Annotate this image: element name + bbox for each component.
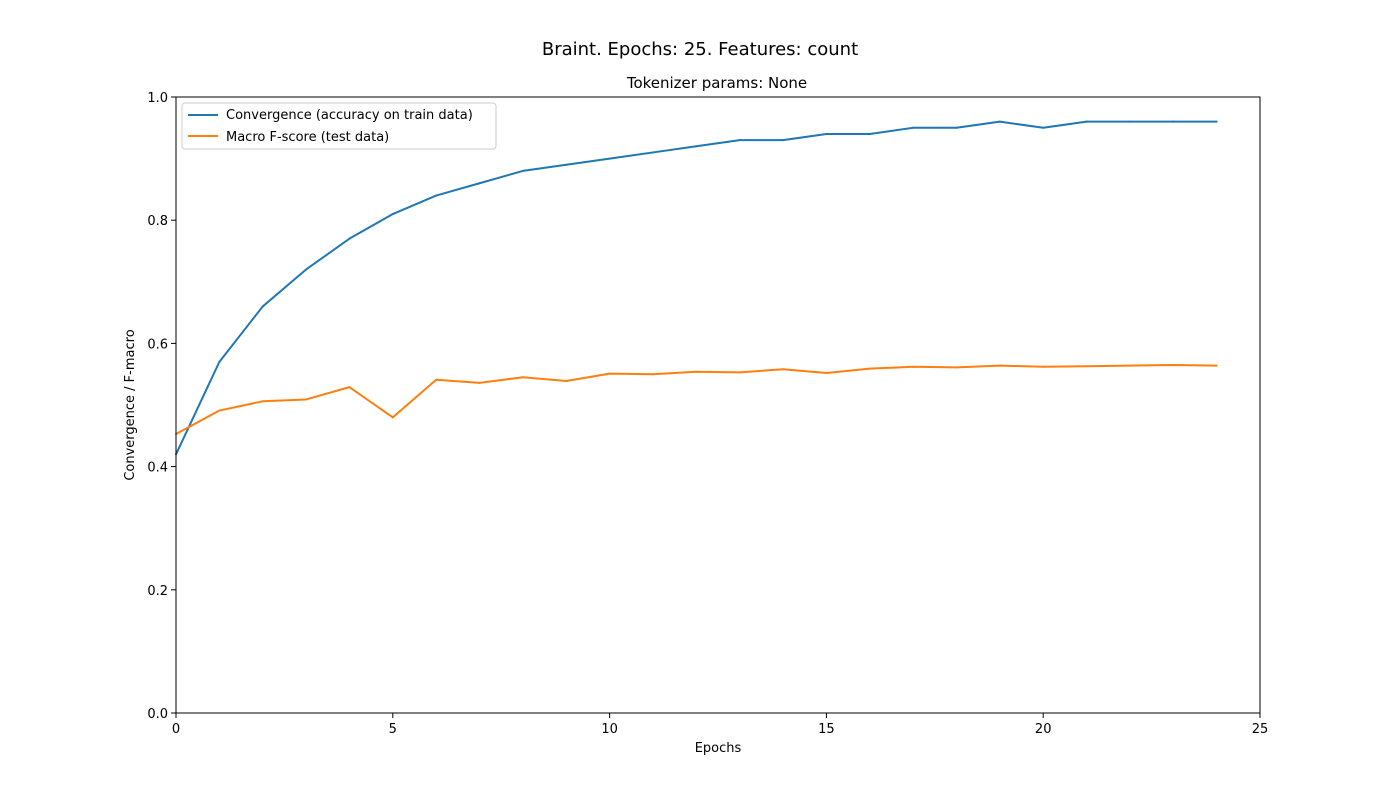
x-axis-label: Epochs <box>695 741 742 756</box>
data-point-convergence <box>521 169 524 172</box>
data-point-fscore <box>1042 365 1045 368</box>
data-point-fscore <box>825 371 828 374</box>
x-tick-label: 0 <box>172 722 180 737</box>
data-point-fscore <box>305 398 308 401</box>
data-point-fscore <box>695 370 698 373</box>
data-point-convergence <box>868 132 871 135</box>
data-point-fscore <box>998 364 1001 367</box>
data-point-fscore <box>391 416 394 419</box>
data-point-convergence <box>998 120 1001 123</box>
data-point-convergence <box>608 157 611 160</box>
data-point-fscore <box>868 367 871 370</box>
legend-label-convergence: Convergence (accuracy on train data) <box>226 108 473 123</box>
chart-subtitle: Tokenizer params: None <box>626 74 807 92</box>
y-ticks: 0.0 0.2 0.4 0.6 0.8 1.0 <box>147 91 176 722</box>
data-point-fscore <box>1172 363 1175 366</box>
x-tick-label: 20 <box>1035 722 1052 737</box>
data-point-fscore <box>651 373 654 376</box>
y-tick-label: 1.0 <box>147 91 168 106</box>
data-point-convergence <box>695 145 698 148</box>
y-tick-label: 0.4 <box>147 461 168 476</box>
x-tick-label: 15 <box>818 722 835 737</box>
legend-label-fscore: Macro F-score (test data) <box>226 130 389 145</box>
data-point-fscore <box>782 368 785 371</box>
data-point-fscore <box>261 400 264 403</box>
data-point-fscore <box>912 365 915 368</box>
data-point-convergence <box>1085 120 1088 123</box>
axes-frame <box>175 96 1261 714</box>
data-point-convergence <box>478 182 481 185</box>
data-point-convergence <box>305 268 308 271</box>
data-point-fscore <box>1215 364 1218 367</box>
legend-box <box>181 102 497 150</box>
data-point-convergence <box>435 194 438 197</box>
data-point-convergence <box>825 132 828 135</box>
x-tick-label: 10 <box>601 722 618 737</box>
legend: Convergence (accuracy on train data) Mac… <box>181 102 497 150</box>
data-point-convergence <box>1172 120 1175 123</box>
data-point-fscore <box>1085 365 1088 368</box>
x-ticks: 0 5 10 15 20 25 <box>172 713 1268 737</box>
data-point-fscore <box>521 376 524 379</box>
data-point-convergence <box>1128 120 1131 123</box>
y-tick-label: 0.0 <box>147 707 168 722</box>
x-tick-label: 5 <box>389 722 397 737</box>
y-tick-label: 0.6 <box>147 337 168 352</box>
data-point-convergence <box>738 139 741 142</box>
data-point-convergence <box>1215 120 1218 123</box>
data-point-convergence <box>391 213 394 216</box>
x-tick-label: 25 <box>1252 722 1269 737</box>
data-point-fscore <box>478 381 481 384</box>
y-axis-label: Convergence / F-macro <box>123 329 138 480</box>
y-tick-label: 0.2 <box>147 584 168 599</box>
data-point-convergence <box>782 139 785 142</box>
data-point-convergence <box>565 163 568 166</box>
data-point-fscore <box>608 372 611 375</box>
data-point-convergence <box>912 126 915 129</box>
data-point-convergence <box>651 151 654 154</box>
data-point-fscore <box>565 379 568 382</box>
data-point-convergence <box>218 360 221 363</box>
y-tick-label: 0.8 <box>147 214 168 229</box>
data-point-convergence <box>1042 126 1045 129</box>
data-point-fscore <box>435 378 438 381</box>
chart-title: Braint. Epochs: 25. Features: count <box>542 39 858 60</box>
series-layer <box>175 120 1218 456</box>
data-point-fscore <box>955 366 958 369</box>
data-point-fscore <box>218 409 221 412</box>
data-point-fscore <box>348 386 351 389</box>
data-point-fscore <box>738 371 741 374</box>
data-point-convergence <box>955 126 958 129</box>
data-point-fscore <box>1128 364 1131 367</box>
data-point-convergence <box>261 305 264 308</box>
data-point-convergence <box>348 237 351 240</box>
